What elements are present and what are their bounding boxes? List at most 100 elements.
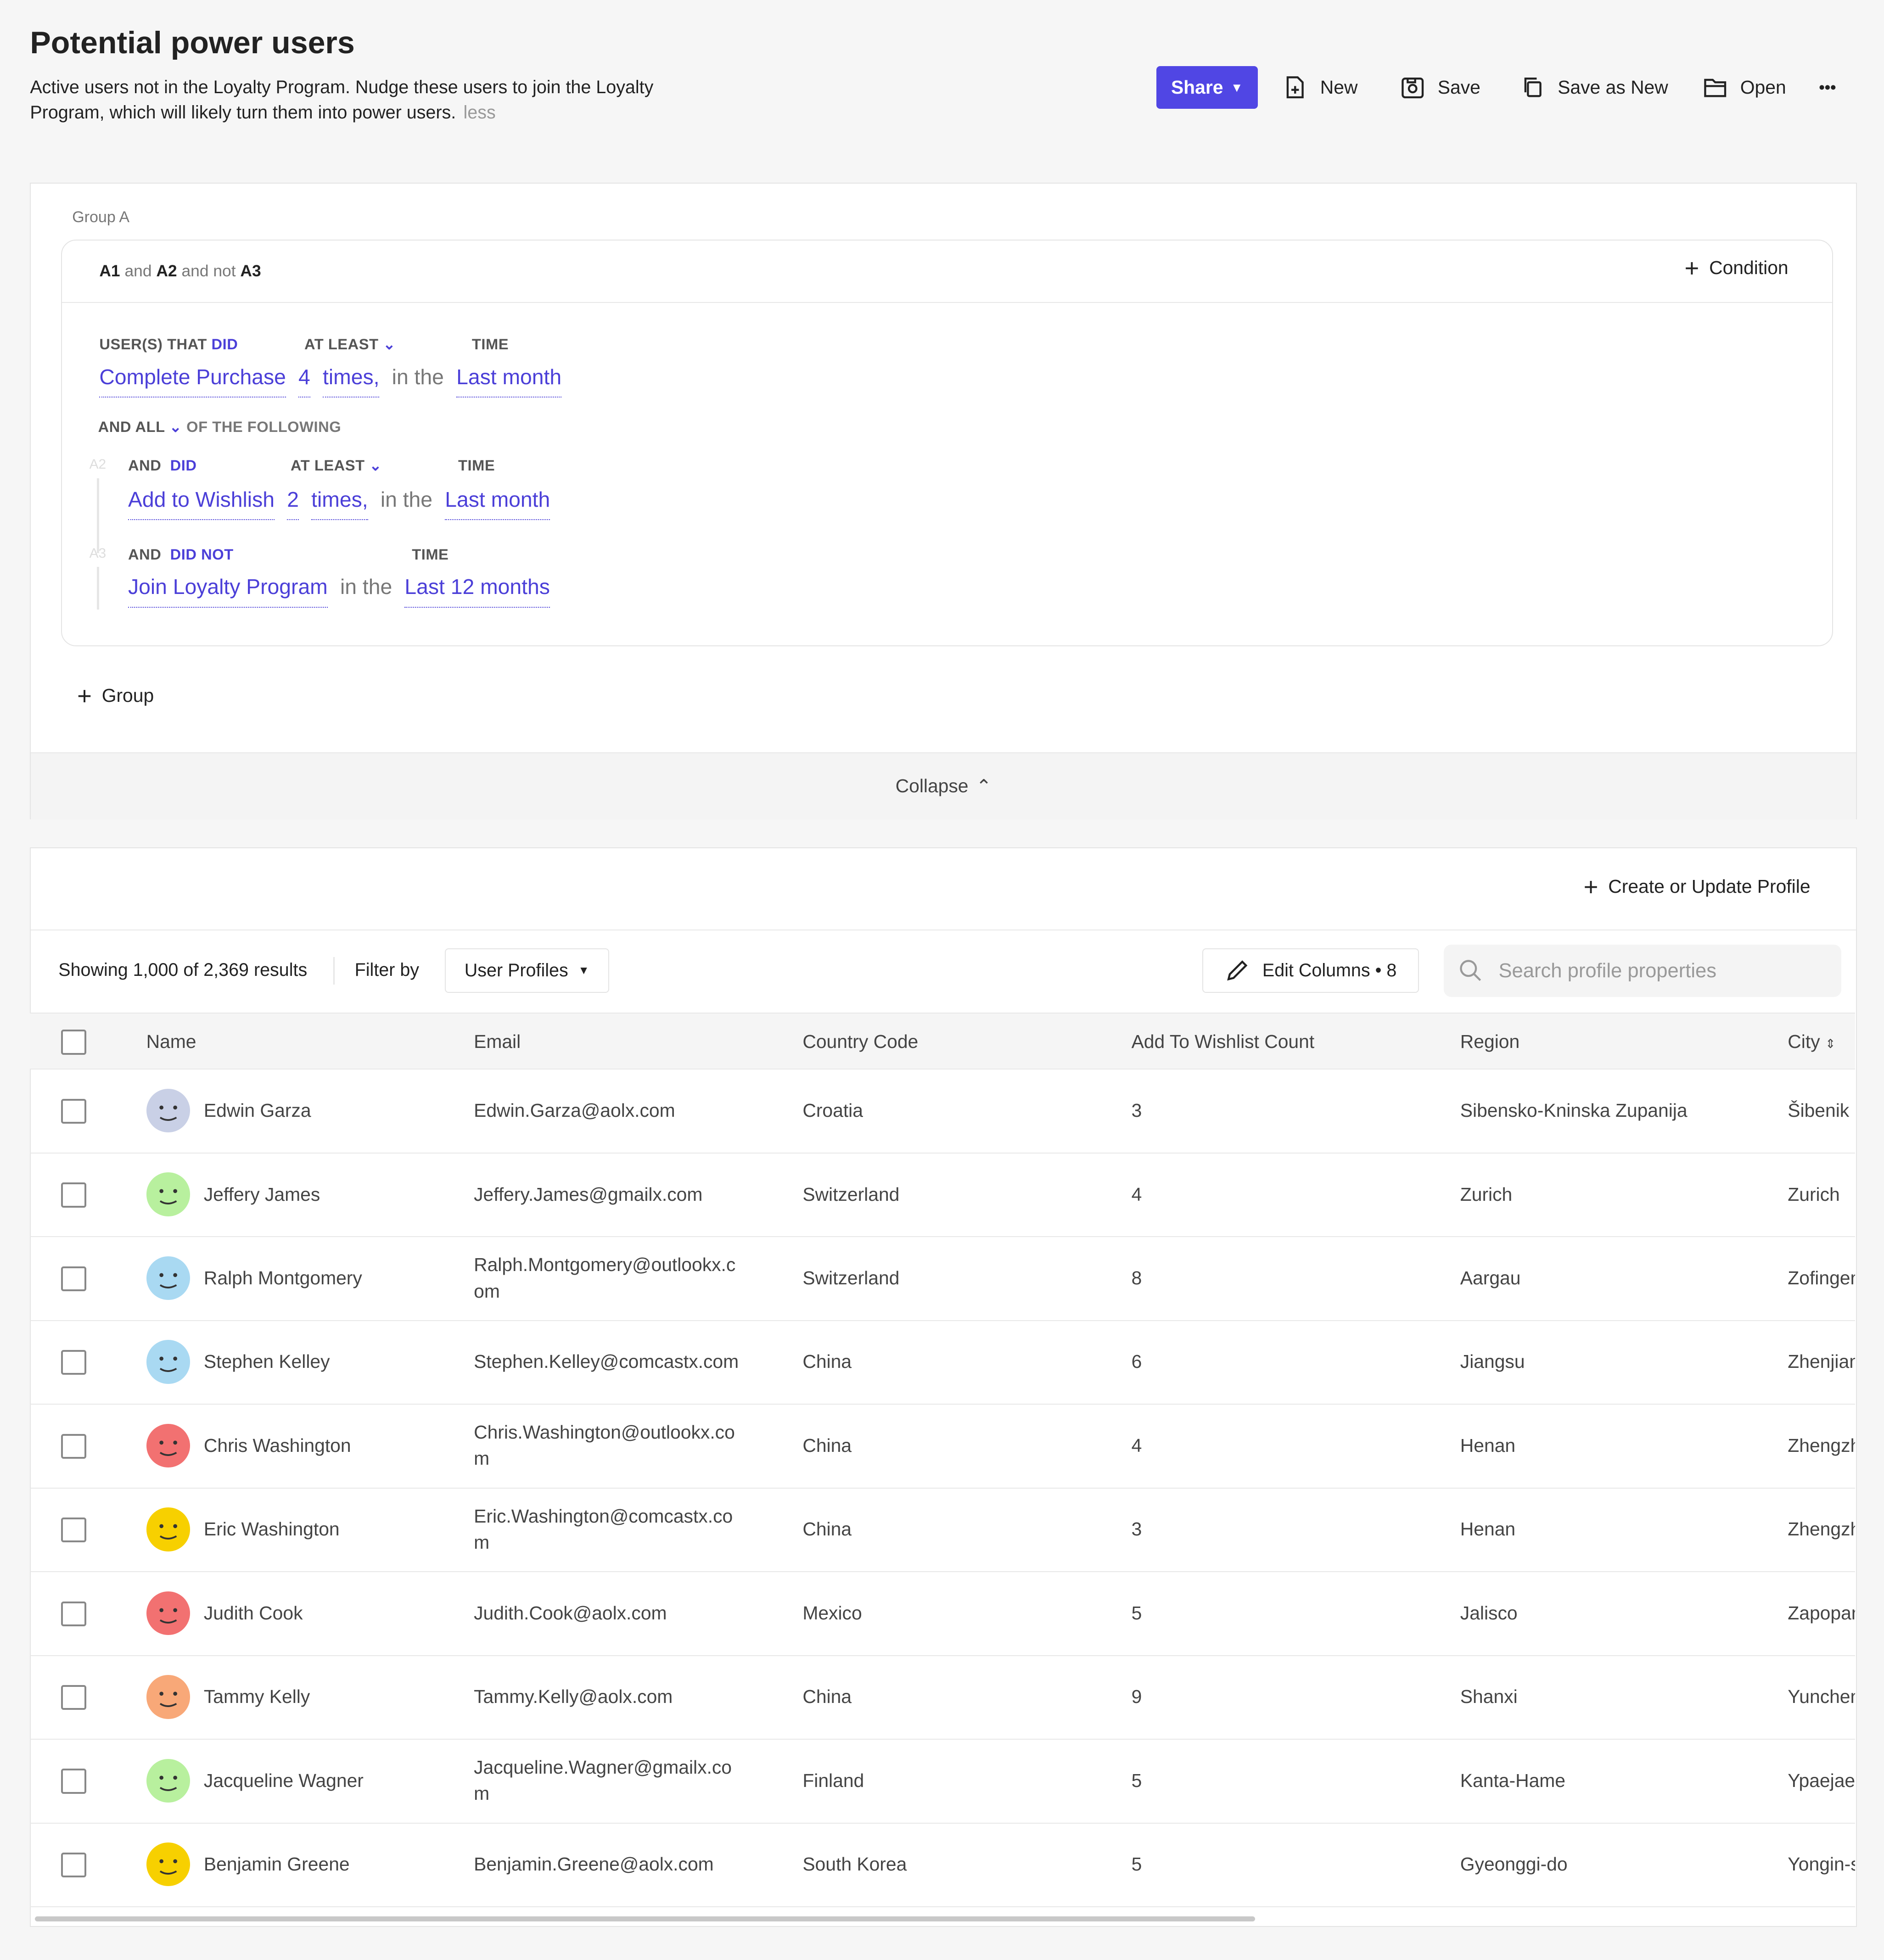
select-all-checkbox[interactable] — [61, 1030, 86, 1055]
edit-columns-label: Edit Columns • 8 — [1262, 960, 1397, 981]
row-checkbox[interactable] — [61, 1518, 86, 1543]
plus-icon: + — [1583, 873, 1598, 902]
column-header-region[interactable]: Region — [1460, 1030, 1520, 1052]
row-checkbox[interactable] — [61, 1350, 86, 1375]
avatar — [146, 1340, 190, 1384]
condition-header: A1 and A2 and not A3 + Condition — [62, 241, 1832, 303]
save-button[interactable]: Save — [1400, 66, 1480, 109]
search-input[interactable]: Search profile properties — [1443, 945, 1841, 997]
column-header-city[interactable]: City ⇕ — [1788, 1031, 1835, 1053]
cell-name[interactable]: Ralph Montgomery — [203, 1267, 362, 1288]
share-button[interactable]: Share ▼ — [1156, 66, 1258, 109]
horizontal-scrollbar[interactable] — [35, 1916, 1256, 1921]
a2-did-dropdown[interactable]: DID — [170, 457, 197, 474]
a3-time-label: TIME — [412, 545, 449, 563]
more-options-icon[interactable]: ••• — [1819, 78, 1836, 97]
filter-by-label: Filter by — [354, 959, 420, 980]
combinator[interactable]: AND ALL ⌄ OF THE FOLLOWING — [98, 418, 342, 436]
a1-label-prefix: USER(S) THAT — [99, 336, 207, 353]
cell-country: Mexico — [802, 1602, 862, 1624]
combinator-suffix: OF THE FOLLOWING — [186, 418, 342, 435]
save-label: Save — [1437, 77, 1480, 98]
city-header-label: City — [1788, 1030, 1820, 1052]
table-row[interactable]: Benjamin Greene Benjamin.Greene@aolx.com… — [30, 1823, 1856, 1908]
row-checkbox[interactable] — [61, 1769, 86, 1794]
cell-city: Zhengzhou — [1788, 1518, 1855, 1540]
column-header-name[interactable]: Name — [146, 1030, 196, 1052]
table-row[interactable]: Ralph Montgomery Ralph.Montgomery@outloo… — [30, 1236, 1856, 1321]
add-group-button[interactable]: + Group — [77, 683, 154, 708]
a3-event-selector[interactable]: Join Loyalty Program — [128, 574, 328, 608]
row-checkbox[interactable] — [61, 1852, 86, 1878]
a3-did-dropdown[interactable]: DID NOT — [170, 545, 234, 563]
row-checkbox[interactable] — [61, 1266, 86, 1291]
table-row[interactable]: Tammy Kelly Tammy.Kelly@aolx.com China 9… — [30, 1655, 1856, 1740]
cell-name[interactable]: Eric Washington — [203, 1518, 340, 1540]
cell-region: Aargau — [1460, 1267, 1521, 1288]
filter-dropdown[interactable]: User Profiles ▼ — [444, 948, 609, 993]
a1-times-label[interactable]: times, — [323, 364, 380, 398]
table-row[interactable]: Jacqueline Wagner Jacqueline.Wagner@gmai… — [30, 1739, 1856, 1824]
a2-times-label[interactable]: times, — [311, 487, 368, 520]
a2-period-selector[interactable]: Last month — [445, 487, 550, 520]
a1-count-input[interactable]: 4 — [298, 364, 310, 398]
less-link[interactable]: less — [463, 102, 496, 123]
a2-count-input[interactable]: 2 — [287, 487, 299, 520]
a1-in-the: in the — [392, 364, 444, 389]
cell-wishlist-count: 4 — [1131, 1434, 1142, 1456]
a2-label: AND DID — [128, 457, 197, 474]
chevron-up-icon: ⌃ — [976, 775, 992, 797]
edit-columns-button[interactable]: Edit Columns • 8 — [1202, 948, 1419, 993]
table-row[interactable]: Eric Washington Eric.Washington@comcastx… — [30, 1488, 1856, 1573]
cell-name[interactable]: Chris Washington — [203, 1434, 351, 1456]
a1-period-selector[interactable]: Last month — [456, 364, 562, 398]
row-checkbox[interactable] — [61, 1098, 86, 1124]
row-checkbox[interactable] — [61, 1601, 86, 1626]
row-checkbox[interactable] — [61, 1182, 86, 1208]
divider — [333, 957, 335, 985]
cell-wishlist-count: 5 — [1131, 1854, 1142, 1875]
cell-name[interactable]: Judith Cook — [203, 1602, 303, 1624]
new-button[interactable]: New — [1283, 66, 1357, 109]
a1-frequency-dropdown[interactable]: AT LEAST ⌄ — [304, 336, 396, 353]
table-row[interactable]: Chris Washington Chris.Washington@outloo… — [30, 1404, 1856, 1489]
cell-name[interactable]: Edwin Garza — [203, 1100, 311, 1121]
table-row[interactable]: Jeffery James Jeffery.James@gmailx.com S… — [30, 1153, 1856, 1238]
cell-name[interactable]: Jacqueline Wagner — [203, 1770, 364, 1791]
avatar — [146, 1675, 190, 1719]
cell-email: Stephen.Kelley@comcastx.com — [474, 1351, 739, 1372]
a2-event-selector[interactable]: Add to Wishlish — [128, 487, 275, 520]
add-condition-button[interactable]: + Condition — [1685, 256, 1789, 280]
expr-a2: A2 — [156, 262, 177, 280]
cell-name[interactable]: Benjamin Greene — [203, 1854, 350, 1875]
a2-frequency-dropdown[interactable]: AT LEAST ⌄ — [291, 457, 382, 474]
cell-name[interactable]: Jeffery James — [203, 1183, 320, 1205]
table-row[interactable]: Judith Cook Judith.Cook@aolx.com Mexico … — [30, 1571, 1856, 1656]
table-row[interactable]: Edwin Garza Edwin.Garza@aolx.com Croatia… — [30, 1069, 1856, 1154]
search-icon — [1460, 960, 1481, 981]
row-checkbox[interactable] — [61, 1434, 86, 1459]
avatar-face-icon — [159, 1440, 177, 1456]
create-profile-button[interactable]: + Create or Update Profile — [1583, 873, 1811, 902]
collapse-button[interactable]: Collapse ⌃ — [31, 752, 1856, 820]
column-header-country[interactable]: Country Code — [802, 1030, 919, 1052]
save-as-new-button[interactable]: Save as New — [1520, 66, 1668, 109]
cell-name[interactable]: Stephen Kelley — [203, 1351, 330, 1372]
cell-name[interactable]: Tammy Kelly — [203, 1686, 310, 1708]
a1-event-selector[interactable]: Complete Purchase — [99, 364, 286, 398]
table-row[interactable]: Stephen Kelley Stephen.Kelley@comcastx.c… — [30, 1320, 1856, 1405]
cell-country: South Korea — [802, 1854, 907, 1875]
caret-down-icon: ▼ — [578, 964, 589, 977]
cell-city: Zhenjiang — [1788, 1351, 1855, 1372]
a3-period-selector[interactable]: Last 12 months — [404, 574, 550, 608]
open-button[interactable]: Open — [1703, 66, 1786, 109]
cell-country: China — [802, 1351, 852, 1372]
column-header-email[interactable]: Email — [474, 1030, 521, 1052]
row-checkbox[interactable] — [61, 1685, 86, 1710]
collapse-label: Collapse — [895, 775, 969, 797]
expr-a1: A1 — [99, 262, 120, 280]
cell-email: Jacqueline.Wagner@gmailx.com — [474, 1757, 732, 1804]
cell-city: Zofingen — [1788, 1267, 1856, 1288]
a1-did-dropdown[interactable]: DID — [211, 336, 238, 353]
column-header-wishlist[interactable]: Add To Wishlist Count — [1131, 1030, 1315, 1052]
